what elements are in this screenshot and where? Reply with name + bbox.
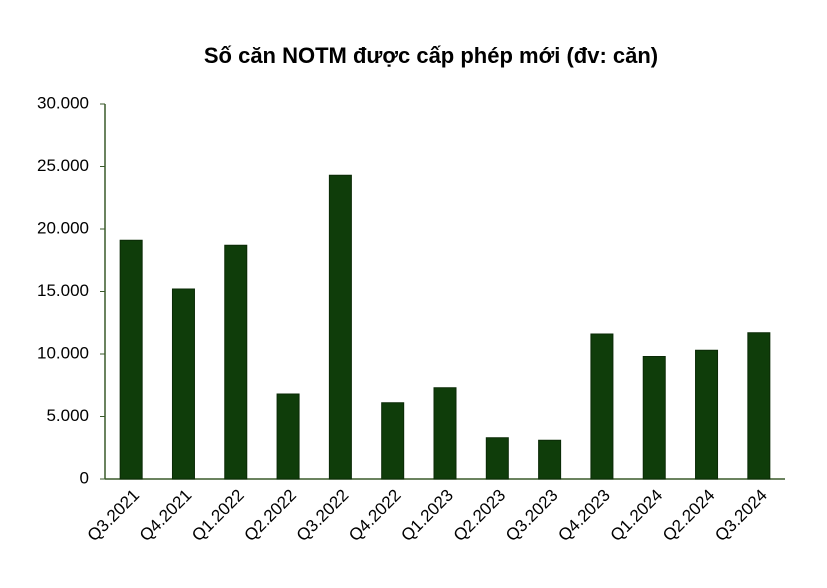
y-tick-label: 15.000 xyxy=(37,281,89,300)
x-tick-label: Q2.2023 xyxy=(450,486,510,546)
y-tick-label: 5.000 xyxy=(46,406,89,425)
x-tick-label: Q4.2021 xyxy=(136,486,196,546)
x-tick-label: Q3.2023 xyxy=(502,486,562,546)
x-tick-label: Q3.2022 xyxy=(293,486,353,546)
bar xyxy=(224,244,248,480)
y-tick-label: 30.000 xyxy=(37,93,89,112)
chart-title: Số căn NOTM được cấp phép mới (đv: căn) xyxy=(204,43,658,68)
bar xyxy=(433,387,457,480)
x-tick-label: Q3.2024 xyxy=(711,486,771,546)
x-tick-label: Q1.2024 xyxy=(607,486,667,546)
bar xyxy=(695,349,719,480)
x-tick-label: Q4.2022 xyxy=(345,486,405,546)
x-tick-label: Q2.2022 xyxy=(241,486,301,546)
bar xyxy=(538,439,562,480)
bar xyxy=(485,437,509,480)
y-tick-label: 10.000 xyxy=(37,343,89,362)
y-tick-label: 20.000 xyxy=(37,218,89,237)
x-tick-label: Q3.2021 xyxy=(84,486,144,546)
x-tick-label: Q1.2023 xyxy=(397,486,457,546)
x-tick-label: Q1.2022 xyxy=(188,486,248,546)
y-tick-label: 25.000 xyxy=(37,156,89,175)
bar xyxy=(328,174,352,480)
bar xyxy=(747,332,771,480)
y-tick-label: 0 xyxy=(80,468,89,487)
bar xyxy=(119,239,143,480)
bar xyxy=(276,393,300,480)
bar xyxy=(381,402,405,480)
bar xyxy=(590,333,614,480)
bar xyxy=(642,356,666,480)
x-tick-label: Q4.2023 xyxy=(554,486,614,546)
x-tick-label: Q2.2024 xyxy=(659,486,719,546)
bar xyxy=(171,288,195,480)
